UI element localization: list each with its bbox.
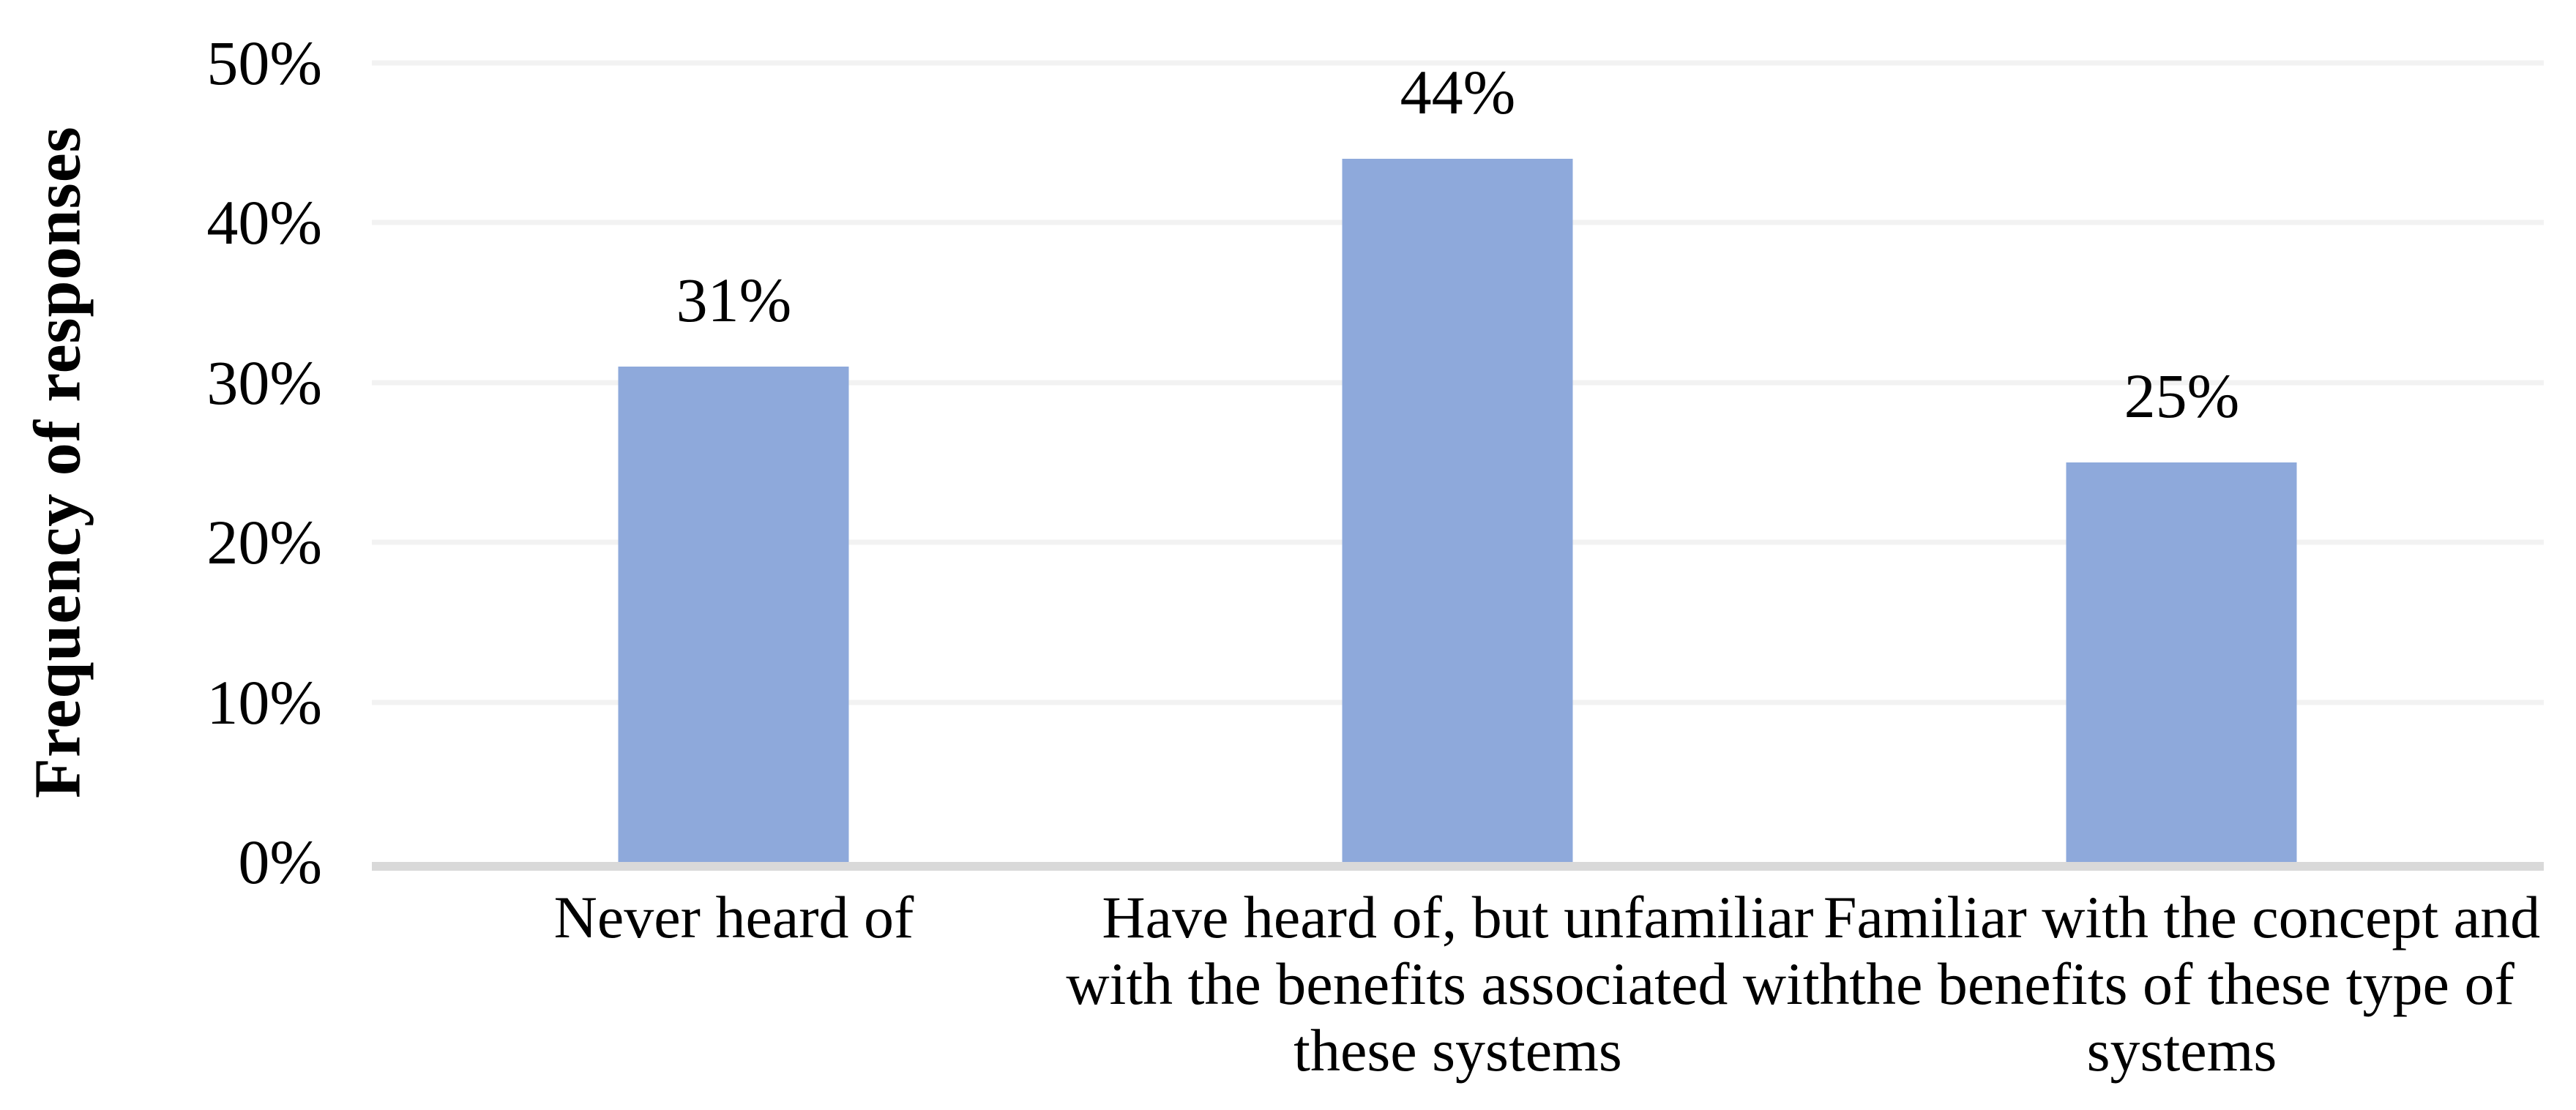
bar-value-label: 31%	[676, 264, 792, 335]
x-axis-line	[372, 862, 2544, 871]
y-tick-label: 10%	[206, 667, 322, 738]
bar-column: 44%	[1096, 57, 1820, 862]
gridline	[372, 60, 2544, 66]
y-tick-label: 0%	[238, 827, 322, 897]
plot-area: 0% 10% 20% 30% 40% 50% 31% Never heard of 44% Hav…	[206, 31, 2544, 1084]
bar	[2066, 462, 2297, 862]
bar-column: 25%	[1820, 63, 2544, 862]
y-tick-label: 40%	[206, 187, 322, 258]
y-tick-label: 50%	[206, 28, 322, 98]
bar	[1342, 159, 1573, 862]
y-tick-label: 30%	[206, 347, 322, 418]
y-tick-label: 20%	[206, 507, 322, 578]
bar	[618, 366, 849, 862]
bar-column: 31%	[372, 63, 1096, 862]
y-axis-title: Frequency of responses	[21, 126, 94, 799]
bar-value-label: 44%	[1400, 57, 1516, 128]
x-category-label: Familiar with the concept and the benefi…	[1823, 884, 2541, 1084]
x-category-label: Never heard of	[553, 884, 914, 950]
x-category-label: Have heard of, but unfamiliar with the b…	[1066, 884, 1850, 1084]
bar-value-label: 25%	[2124, 361, 2240, 431]
